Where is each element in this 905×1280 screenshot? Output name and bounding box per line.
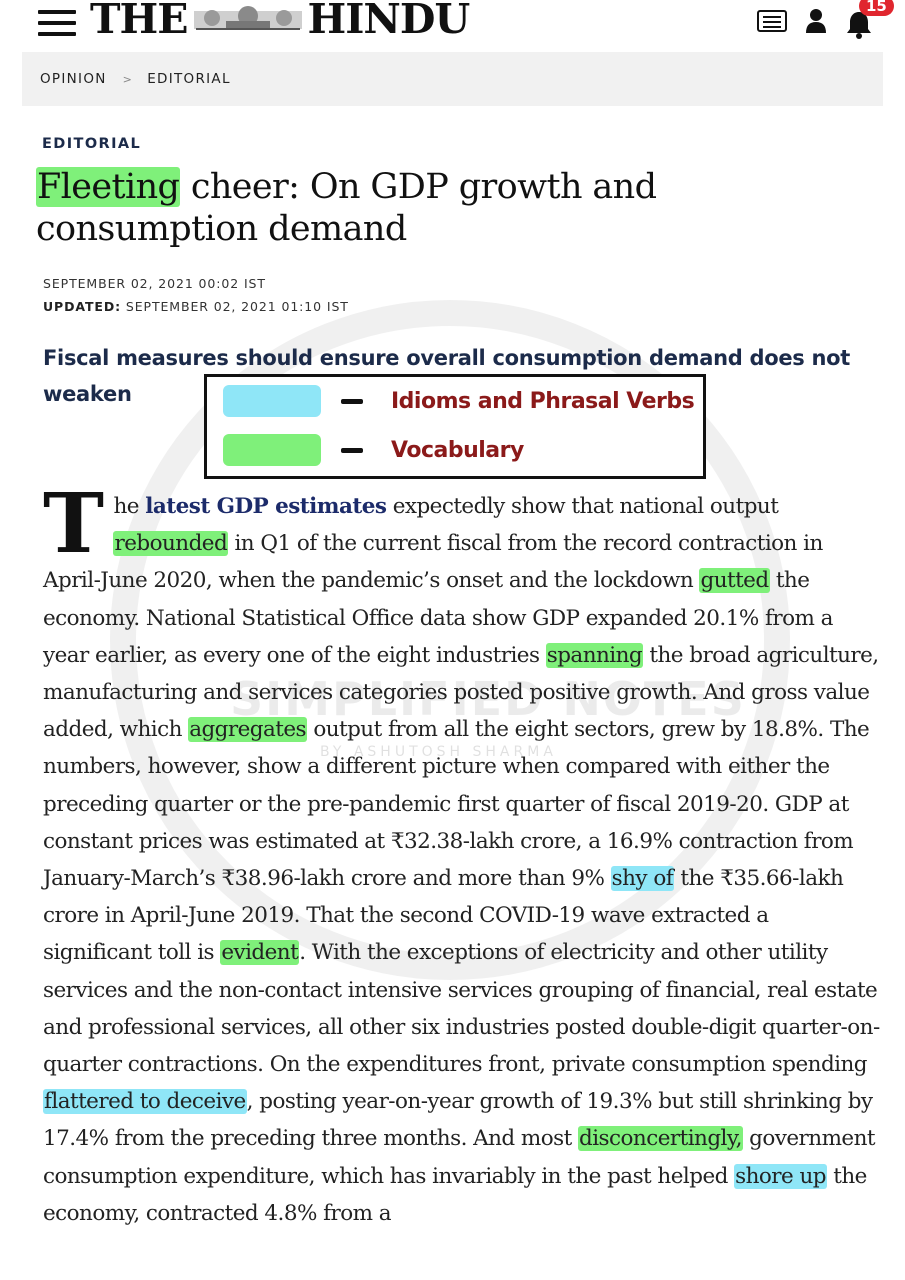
legend-dash [341,447,363,453]
bell-icon [847,12,871,39]
notification-badge: 15 [859,0,894,16]
legend-swatch-blue [223,385,321,417]
user-icon[interactable] [805,8,827,34]
updated-value: SEPTEMBER 02, 2021 01:10 IST [121,299,349,314]
breadcrumb-opinion[interactable]: OPINION [40,71,107,87]
legend-item-vocabulary: Vocabulary [223,434,524,466]
body-text-run: he [113,494,146,519]
article-headline: Fleeting cheer: On GDP growth and consum… [36,166,866,250]
logo-hindu: HINDU [307,0,471,43]
body-text-run: , posting year-on-year growth of 19.3% b… [43,1089,873,1152]
headline-rest: cheer: On GDP growth and consumption dem… [36,167,657,249]
vocabulary-highlight: gutted [699,568,770,594]
breadcrumb: OPINION > EDITORIAL [22,52,883,106]
vocabulary-highlight: rebounded [113,531,229,557]
article-subhead: Fiscal measures should ensure overall co… [43,346,851,406]
vocabulary-highlight: disconcertingly, [578,1126,743,1152]
legend-label-idioms: Idioms and Phrasal Verbs [391,388,695,414]
breadcrumb-separator: > [122,72,134,86]
body-text-run: in Q1 of the current fiscal from the rec… [43,531,823,594]
article-link[interactable]: latest GDP estimates [145,494,387,519]
menu-icon[interactable] [38,10,76,36]
logo-the: THE [90,0,188,43]
body-text-run: . With the exceptions of electricity and… [43,940,880,1078]
legend-swatch-green [223,434,321,466]
body-text-run: output from all the eight sectors, grew … [43,717,870,892]
body-text-run: government consumption expenditure, whic… [43,1126,876,1189]
highlight-legend: Idioms and Phrasal Verbs Vocabulary [204,374,706,479]
legend-dash [341,398,363,404]
idiom-highlight: flattered to deceive [43,1089,247,1115]
idiom-highlight: shore up [734,1163,827,1189]
epaper-icon[interactable] [757,10,787,32]
drop-cap: T [43,476,104,572]
emblem-icon [192,0,304,43]
body-text-run: expectedly show that national output [386,494,779,519]
site-logo[interactable]: THE HINDU [90,0,471,44]
body-text-run: the ₹35.66-lakh crore in April-June 2019… [43,866,844,966]
vocabulary-highlight: aggregates [188,717,308,743]
published-date: SEPTEMBER 02, 2021 00:02 IST [43,276,266,291]
headline-highlight: Fleeting [36,167,181,207]
top-bar: THE HINDU [0,0,905,48]
legend-item-idioms: Idioms and Phrasal Verbs [223,385,695,417]
notifications-button[interactable]: 15 [845,0,894,39]
body-text-run: the economy, contracted 4.8% from a [43,1163,867,1226]
vocabulary-highlight: evident [220,940,300,966]
updated-label: UPDATED: [43,299,122,314]
section-label[interactable]: EDITORIAL [42,136,142,152]
legend-label-vocabulary: Vocabulary [391,437,524,463]
breadcrumb-editorial[interactable]: EDITORIAL [147,71,231,87]
idiom-highlight: shy of [610,866,675,892]
body-text-run: the broad agriculture, manufacturing and… [43,642,879,743]
updated-date: UPDATED: SEPTEMBER 02, 2021 01:10 IST [43,299,349,314]
vocabulary-highlight: spanning [545,642,644,668]
body-text-run: the economy. National Statistical Office… [43,568,833,668]
